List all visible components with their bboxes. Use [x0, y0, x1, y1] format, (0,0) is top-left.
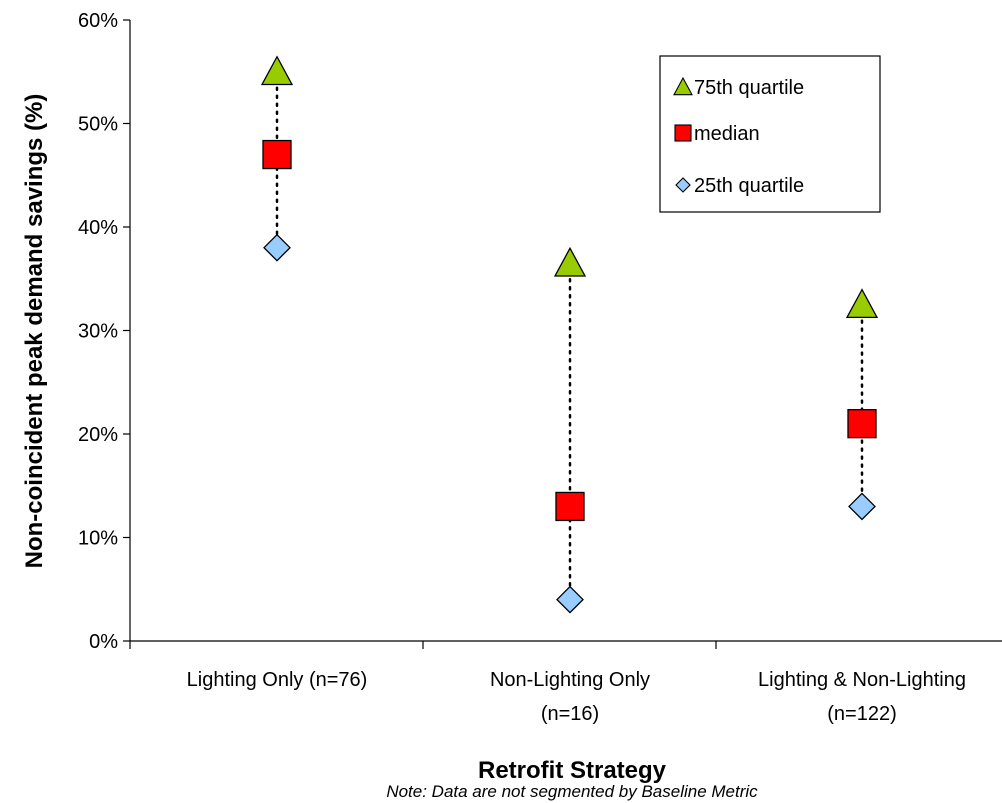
- y-axis-title: Non-coincident peak demand savings (%): [21, 94, 48, 569]
- x-category-label: Non-Lighting Only: [490, 669, 650, 691]
- legend-item-median: median: [674, 123, 760, 145]
- q25-point: [848, 492, 876, 521]
- x-category-label: (n=16): [541, 703, 599, 725]
- q25-point: [556, 585, 584, 614]
- x-category-label: Lighting Only (n=76): [187, 669, 368, 691]
- y-tick-label: 30%: [78, 321, 118, 343]
- median-point: [262, 139, 292, 170]
- square-icon: [674, 124, 692, 142]
- note-text: Note: Data are not segmented by Baseline…: [386, 782, 758, 801]
- legend: 75th quartile median 25th quartile: [659, 55, 881, 213]
- legend-label: 25th quartile: [694, 175, 804, 197]
- legend-item-25th: 25th quartile: [675, 175, 804, 197]
- q75-point: [260, 55, 294, 86]
- data-markers: [260, 55, 879, 614]
- x-category-label: (n=122): [827, 703, 897, 725]
- legend-label: 75th quartile: [694, 77, 804, 99]
- q25-point: [263, 233, 291, 262]
- y-tick-label: 20%: [78, 424, 118, 446]
- x-axis-title: Retrofit Strategy: [478, 757, 667, 784]
- axes: 0% 10% 20% 30% 40% 50% 60% Lighting Only (n=76)…: [78, 10, 1002, 725]
- median-point: [847, 408, 877, 439]
- median-point: [555, 491, 585, 522]
- x-category-label: Lighting & Non-Lighting: [758, 669, 966, 691]
- q75-point: [845, 288, 879, 319]
- diamond-icon: [675, 177, 691, 193]
- y-tick-label: 0%: [89, 631, 118, 653]
- y-tick-label: 10%: [78, 528, 118, 550]
- y-tick-label: 60%: [78, 10, 118, 32]
- y-tick-label: 50%: [78, 114, 118, 136]
- legend-item-75th: 75th quartile: [673, 76, 804, 99]
- legend-box: [659, 55, 881, 213]
- legend-label: median: [694, 123, 760, 145]
- y-tick-label: 40%: [78, 217, 118, 239]
- q75-point: [553, 246, 587, 277]
- triangle-icon: [673, 76, 693, 96]
